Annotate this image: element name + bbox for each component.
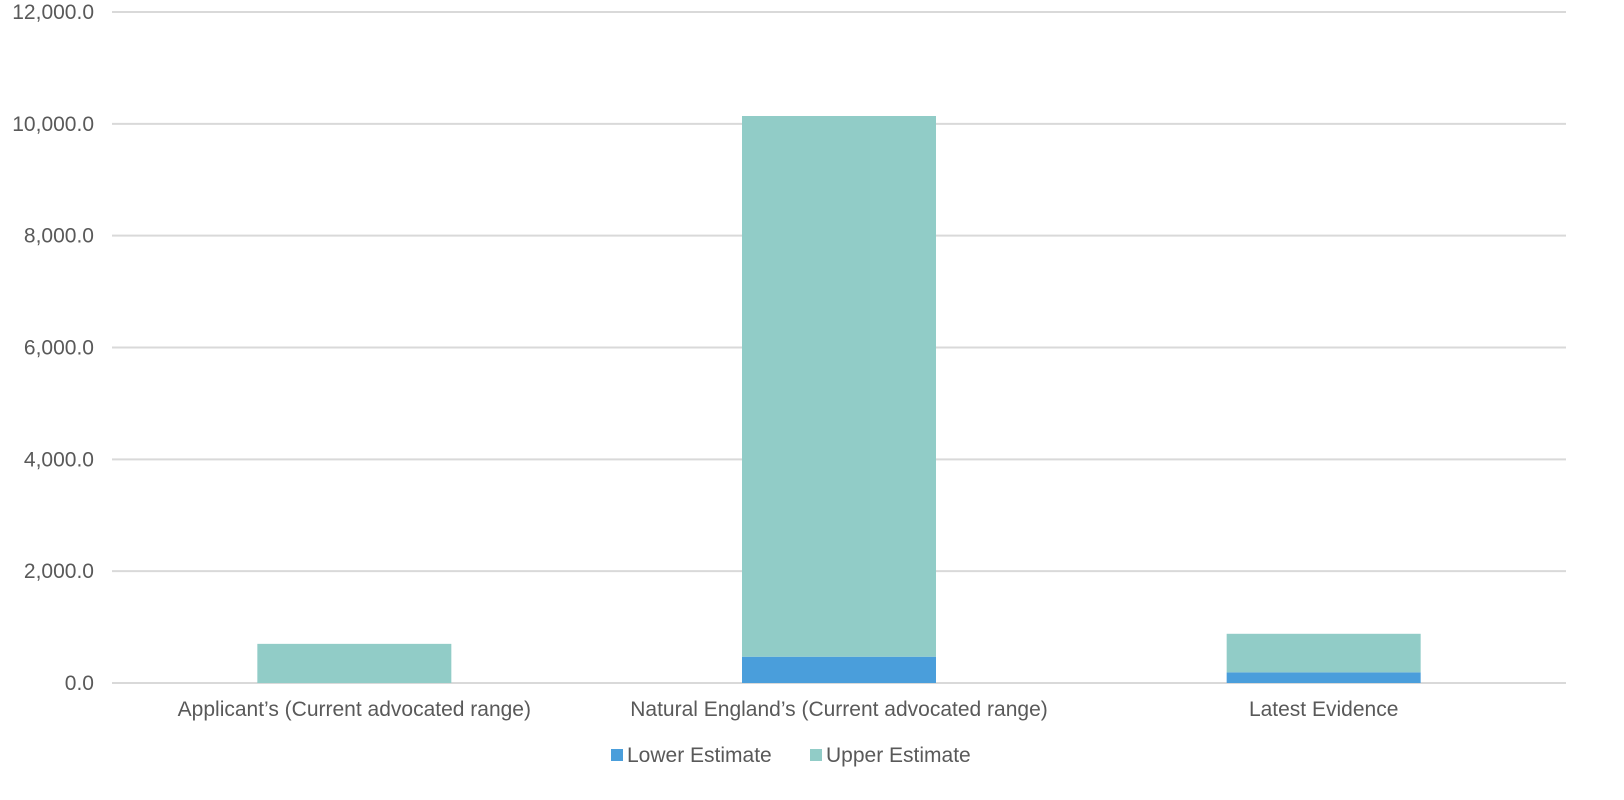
y-tick-label: 4,000.0: [24, 448, 94, 471]
bar-segment-lower-estimate: [742, 657, 936, 683]
y-tick-label: 12,000.0: [12, 1, 94, 24]
y-tick-label: 10,000.0: [12, 113, 94, 136]
x-category-label: Applicant’s (Current advocated range): [178, 698, 531, 721]
bar-segment-upper-estimate: [257, 644, 451, 683]
legend: Lower Estimate Upper Estimate: [611, 744, 971, 767]
legend-swatch: [810, 749, 822, 761]
bar-segment-upper-estimate: [742, 116, 936, 657]
y-axis-tick-labels: 0.0 2,000.0 4,000.0 6,000.0 8,000.0 10,000.0 1…: [12, 1, 94, 695]
legend-item: Lower Estimate: [611, 744, 772, 767]
legend-label: Upper Estimate: [826, 744, 971, 767]
y-tick-label: 6,000.0: [24, 337, 94, 360]
legend-item: Upper Estimate: [810, 744, 971, 767]
bar-segment-upper-estimate: [1227, 634, 1421, 673]
bars: [257, 116, 1420, 683]
legend-swatch: [611, 749, 623, 761]
x-axis-category-labels: Applicant’s (Current advocated range) Nat…: [178, 698, 1399, 721]
bar-segment-lower-estimate: [1227, 672, 1421, 683]
y-tick-label: 2,000.0: [24, 560, 94, 583]
y-tick-label: 0.0: [65, 672, 94, 695]
y-tick-label: 8,000.0: [24, 225, 94, 248]
legend-label: Lower Estimate: [627, 744, 772, 767]
x-category-label: Natural England’s (Current advocated ran…: [630, 698, 1048, 721]
x-category-label: Latest Evidence: [1249, 698, 1398, 721]
